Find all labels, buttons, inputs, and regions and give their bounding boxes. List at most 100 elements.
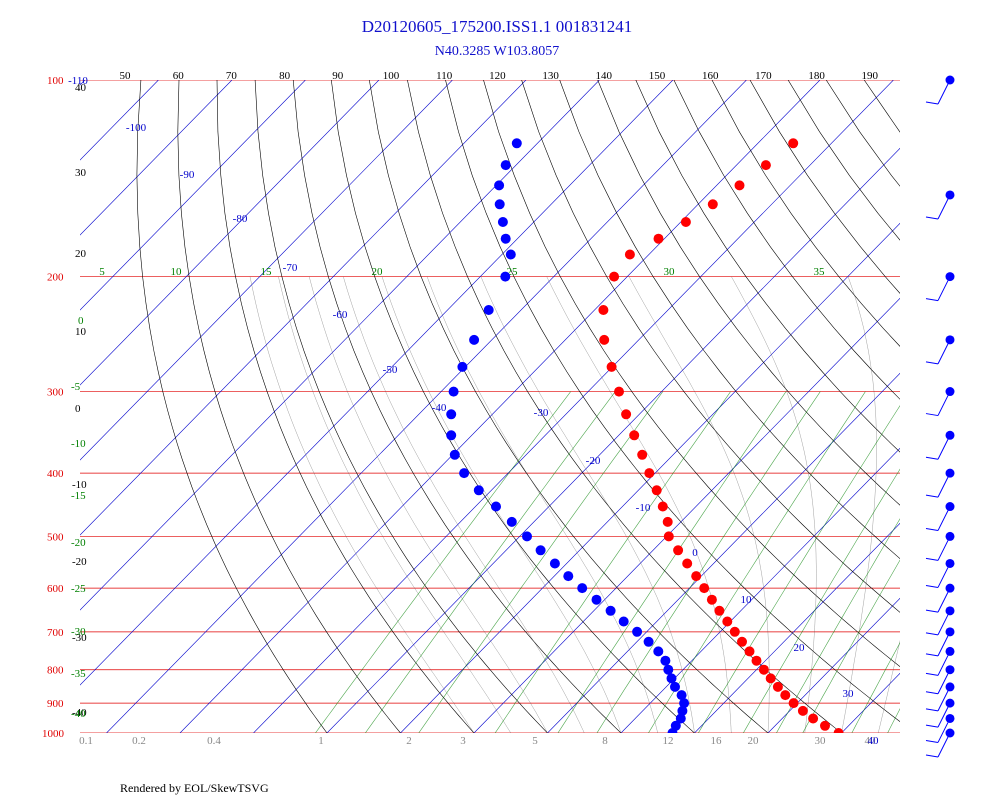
pressure-label: 1000 xyxy=(42,728,65,740)
dewpoint-point xyxy=(666,673,677,684)
pressure-label: 900 xyxy=(47,698,64,710)
moist-adiabat xyxy=(426,276,659,733)
temperature-point xyxy=(682,558,693,569)
top-tick-label: 190 xyxy=(862,70,879,82)
temperature-point xyxy=(772,681,783,692)
moist-adiabat xyxy=(731,276,817,733)
chart-grid xyxy=(80,80,1000,733)
dewpoint-point xyxy=(494,199,505,210)
temperature-point xyxy=(673,545,684,556)
temperature-point xyxy=(663,531,674,542)
wind-barb-flag xyxy=(925,609,939,613)
mixing-ratio-label: 16 xyxy=(711,735,723,747)
temperature-point xyxy=(614,386,624,397)
dewpoint-point xyxy=(535,545,546,556)
moist-adiabat xyxy=(915,277,1000,733)
wind-barb-flag xyxy=(925,298,939,302)
mixing-ratio-line xyxy=(596,391,821,733)
wind-barb-shaft xyxy=(937,79,951,105)
pressure-label: 800 xyxy=(47,665,64,677)
adiabat-label: -5 xyxy=(71,381,81,393)
dewpoint-point xyxy=(500,233,511,244)
wind-barb-shaft xyxy=(937,339,951,365)
wind-barb-flag xyxy=(925,708,939,712)
adiabat-label: 10 xyxy=(171,266,183,278)
temperature-point xyxy=(598,305,609,315)
isotherm-label: 0 xyxy=(692,547,698,559)
moist-adiabat xyxy=(628,276,770,733)
height-tick-label: 40 xyxy=(75,82,87,94)
height-tick-label: -40 xyxy=(72,707,87,719)
mixing-ratio-line xyxy=(776,518,900,733)
temperature-point xyxy=(765,673,776,684)
dry-adiabat xyxy=(787,80,900,241)
dewpoint-point xyxy=(591,594,602,605)
dewpoint-point xyxy=(500,160,511,171)
adiabat-label: -15 xyxy=(71,490,86,502)
wind-barb-shaft xyxy=(937,631,951,657)
temperature-point xyxy=(599,334,610,345)
dewpoint-point xyxy=(491,501,501,512)
wind-barb-shaft xyxy=(937,686,951,712)
temperature-point xyxy=(833,728,844,733)
temperature-point xyxy=(706,594,717,605)
top-tick-label: 60 xyxy=(173,70,185,82)
pressure-label: 500 xyxy=(47,531,64,543)
temperature-point xyxy=(621,409,632,420)
pressure-label: 200 xyxy=(47,272,64,284)
dewpoint-point xyxy=(605,605,616,616)
adiabat-label: -10 xyxy=(71,438,86,450)
temperature-point xyxy=(714,605,725,616)
dewpoint-point xyxy=(563,571,574,582)
wind-barb-column xyxy=(925,75,955,758)
isotherm-line xyxy=(253,80,894,733)
mixing-ratio-label: 2 xyxy=(406,735,412,747)
wind-barb-flag xyxy=(925,494,939,498)
wind-barb-shaft xyxy=(937,276,951,301)
dry-adiabat xyxy=(216,80,475,733)
mixing-ratio-line xyxy=(851,642,900,733)
adiabat-label: 30 xyxy=(664,266,676,278)
adiabat-label: -25 xyxy=(71,583,86,595)
isotherm-line xyxy=(473,297,900,733)
mixing-ratio-label: 3 xyxy=(460,735,466,747)
dewpoint-point xyxy=(449,449,460,460)
mixing-ratio-line xyxy=(802,559,900,733)
dewpoint-point xyxy=(469,334,480,345)
dry-adiabat xyxy=(978,80,1000,733)
chart-subtitle: N40.3285 W103.8057 xyxy=(435,44,560,59)
mixing-ratio-label: 1 xyxy=(318,735,324,747)
moist-adiabat xyxy=(343,276,585,733)
top-tick-label: 170 xyxy=(755,70,772,82)
wind-barb-flag xyxy=(925,101,939,105)
adiabat-label: -20 xyxy=(71,537,86,549)
isotherm-line xyxy=(400,222,900,733)
dewpoint-point xyxy=(483,305,494,315)
top-tick-label: 180 xyxy=(808,70,825,82)
wind-barb-flag xyxy=(925,653,939,657)
dry-adiabat xyxy=(711,80,900,347)
isotherm-label: -80 xyxy=(233,213,248,225)
dry-adiabat xyxy=(863,80,900,133)
top-tick-label: 50 xyxy=(120,70,132,82)
adiabat-label: -40 xyxy=(71,708,86,720)
temperature-point xyxy=(788,138,799,149)
mixing-ratio-line xyxy=(365,391,616,733)
mixing-ratio-label: 40 xyxy=(865,735,877,747)
temperature-point xyxy=(680,217,691,227)
wind-barb-shaft xyxy=(937,472,951,498)
adiabat-label: 20 xyxy=(372,266,384,278)
isotherm-label: 30 xyxy=(843,688,855,700)
dewpoint-point xyxy=(494,180,505,191)
wind-barb-shaft xyxy=(937,702,951,728)
temperature-point xyxy=(760,160,771,171)
dewpoint-point xyxy=(670,681,680,692)
wind-barb-flag xyxy=(925,456,939,460)
isotherm-label: -90 xyxy=(180,169,195,181)
wind-barb-shaft xyxy=(937,718,951,743)
top-tick-label: 70 xyxy=(226,70,238,82)
dewpoint-point xyxy=(676,690,687,701)
top-tick-label: 130 xyxy=(542,70,559,82)
isotherm-label: 40 xyxy=(868,735,880,747)
